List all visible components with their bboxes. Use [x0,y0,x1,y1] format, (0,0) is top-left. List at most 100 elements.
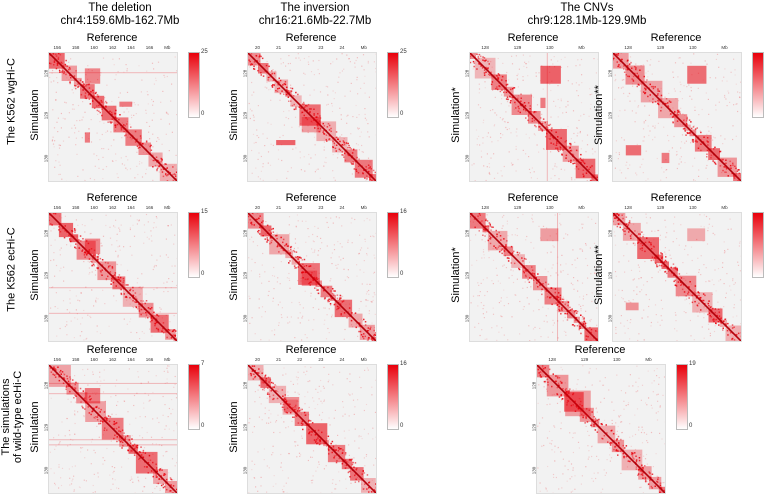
tick-label: 22 [297,357,303,362]
top-tick-labels: 128 129 130 Mb [612,45,740,50]
simulation-label: Simulation [29,401,41,453]
tick-label: 128 [481,45,489,50]
tick-label: Mb [578,205,585,210]
tick-label: Mb [721,205,728,210]
contact-map-svg [248,365,376,493]
contact-map-svg [248,53,376,181]
contact-map [469,52,599,182]
row-label-wghic: The K562 wgHi-C [5,58,18,145]
region: chr9:128.1Mb-129.9Mb [527,15,647,27]
top-tick-labels: 128 129 130 Mb [469,205,597,210]
simulation-label: Simulation** [593,245,605,305]
tick-label: 158 [71,45,80,50]
simulation-label: Simulation [228,249,240,301]
tick-label: Mb [164,357,171,362]
contact-map [247,364,377,494]
contact-map [612,212,742,342]
region: chr16:21.6Mb-22.7Mb [258,15,372,27]
top-tick-labels: 156 158 160 162 164 166 Mb [48,357,176,362]
tick-label: 166 [145,357,154,362]
tick-label: 130 [546,45,554,50]
tick-label: Mb [360,45,367,50]
reference-label: Reference [86,192,138,204]
row-label-echic: The K562 ecHi-C [5,227,18,312]
reference-label: Reference [507,32,559,44]
contact-map [48,52,178,182]
tick-label: Mb [164,205,171,210]
tick-label: Mb [578,45,585,50]
contact-map-svg [470,213,598,341]
tick-label: 164 [127,45,135,50]
tick-label: 21 [276,45,282,50]
colorbar-min-label: 0 [201,271,205,277]
top-tick-labels: 20 21 22 23 24 Mb [247,45,375,50]
tick-label: 156 [53,357,61,362]
colorbar-min-label: 0 [400,423,404,429]
tick-label: 130 [546,205,554,210]
simulation-label: Simulation** [593,85,605,145]
tick-label: 158 [71,357,80,362]
contact-map [247,212,377,342]
reference-label: Reference [285,344,337,356]
tick-label: 22 [297,205,303,210]
tick-label: Mb [360,205,367,210]
contact-map [612,52,742,182]
column-title-cnvs: The CNVs chr9:128.1Mb-129.9Mb [487,2,687,28]
colorbar-max-label: 15 [201,209,208,215]
contact-map [48,212,178,342]
reference-label: Reference [650,32,702,44]
colorbar-min-label: 0 [400,111,404,117]
tick-label: 160 [90,357,98,362]
tick-label: 162 [108,45,117,50]
tick-label: Mb [164,45,171,50]
tick-label: 23 [318,357,324,362]
colorbar [188,52,200,118]
colorbar [387,212,399,278]
title: The inversion [280,2,350,14]
label-line1: The simulations [0,378,12,456]
tick-label: 24 [339,357,345,362]
tick-label: 21 [276,205,282,210]
tick-label: 160 [90,45,98,50]
contact-map [48,364,178,494]
column-title-deletion: The deletion chr4:159.6Mb-162.7Mb [20,2,220,28]
contact-map-svg [537,365,665,493]
reference-label: Reference [574,344,626,356]
colorbar-min-label: 0 [201,423,205,429]
tick-label: 158 [71,205,80,210]
simulation-label: Simulation* [450,87,462,143]
colorbar [188,364,200,430]
colorbar [188,212,200,278]
colorbar [752,212,764,278]
top-tick-labels: 20 21 22 23 24 Mb [247,357,375,362]
tick-label: 162 [108,205,117,210]
simulation-label: Simulation [29,89,41,141]
contact-map [536,364,666,494]
colorbar [387,52,399,118]
tick-label: Mb [721,45,728,50]
tick-label: 156 [53,45,61,50]
colorbar-max-label: 7 [201,361,205,367]
colorbar-max-label: 16 [400,361,407,367]
tick-label: 23 [318,45,324,50]
title: The deletion [88,2,152,14]
contact-map [247,52,377,182]
reference-label: Reference [285,192,337,204]
tick-label: 129 [580,357,589,362]
colorbar-min-label: 0 [400,271,404,277]
region: chr4:159.6Mb-162.7Mb [60,15,180,27]
tick-label: 166 [145,45,154,50]
tick-label: 20 [255,357,261,362]
tick-label: 20 [255,205,261,210]
tick-label: 164 [127,357,135,362]
tick-label: 24 [339,45,345,50]
tick-label: 166 [145,205,154,210]
simulation-label: Simulation [228,89,240,141]
colorbar [387,364,399,430]
reference-label: Reference [507,192,559,204]
tick-label: 128 [624,205,632,210]
top-tick-labels: 156 158 160 162 164 166 Mb [48,205,176,210]
contact-map-svg [248,213,376,341]
title: The CNVs [560,2,614,14]
tick-label: 130 [689,205,697,210]
